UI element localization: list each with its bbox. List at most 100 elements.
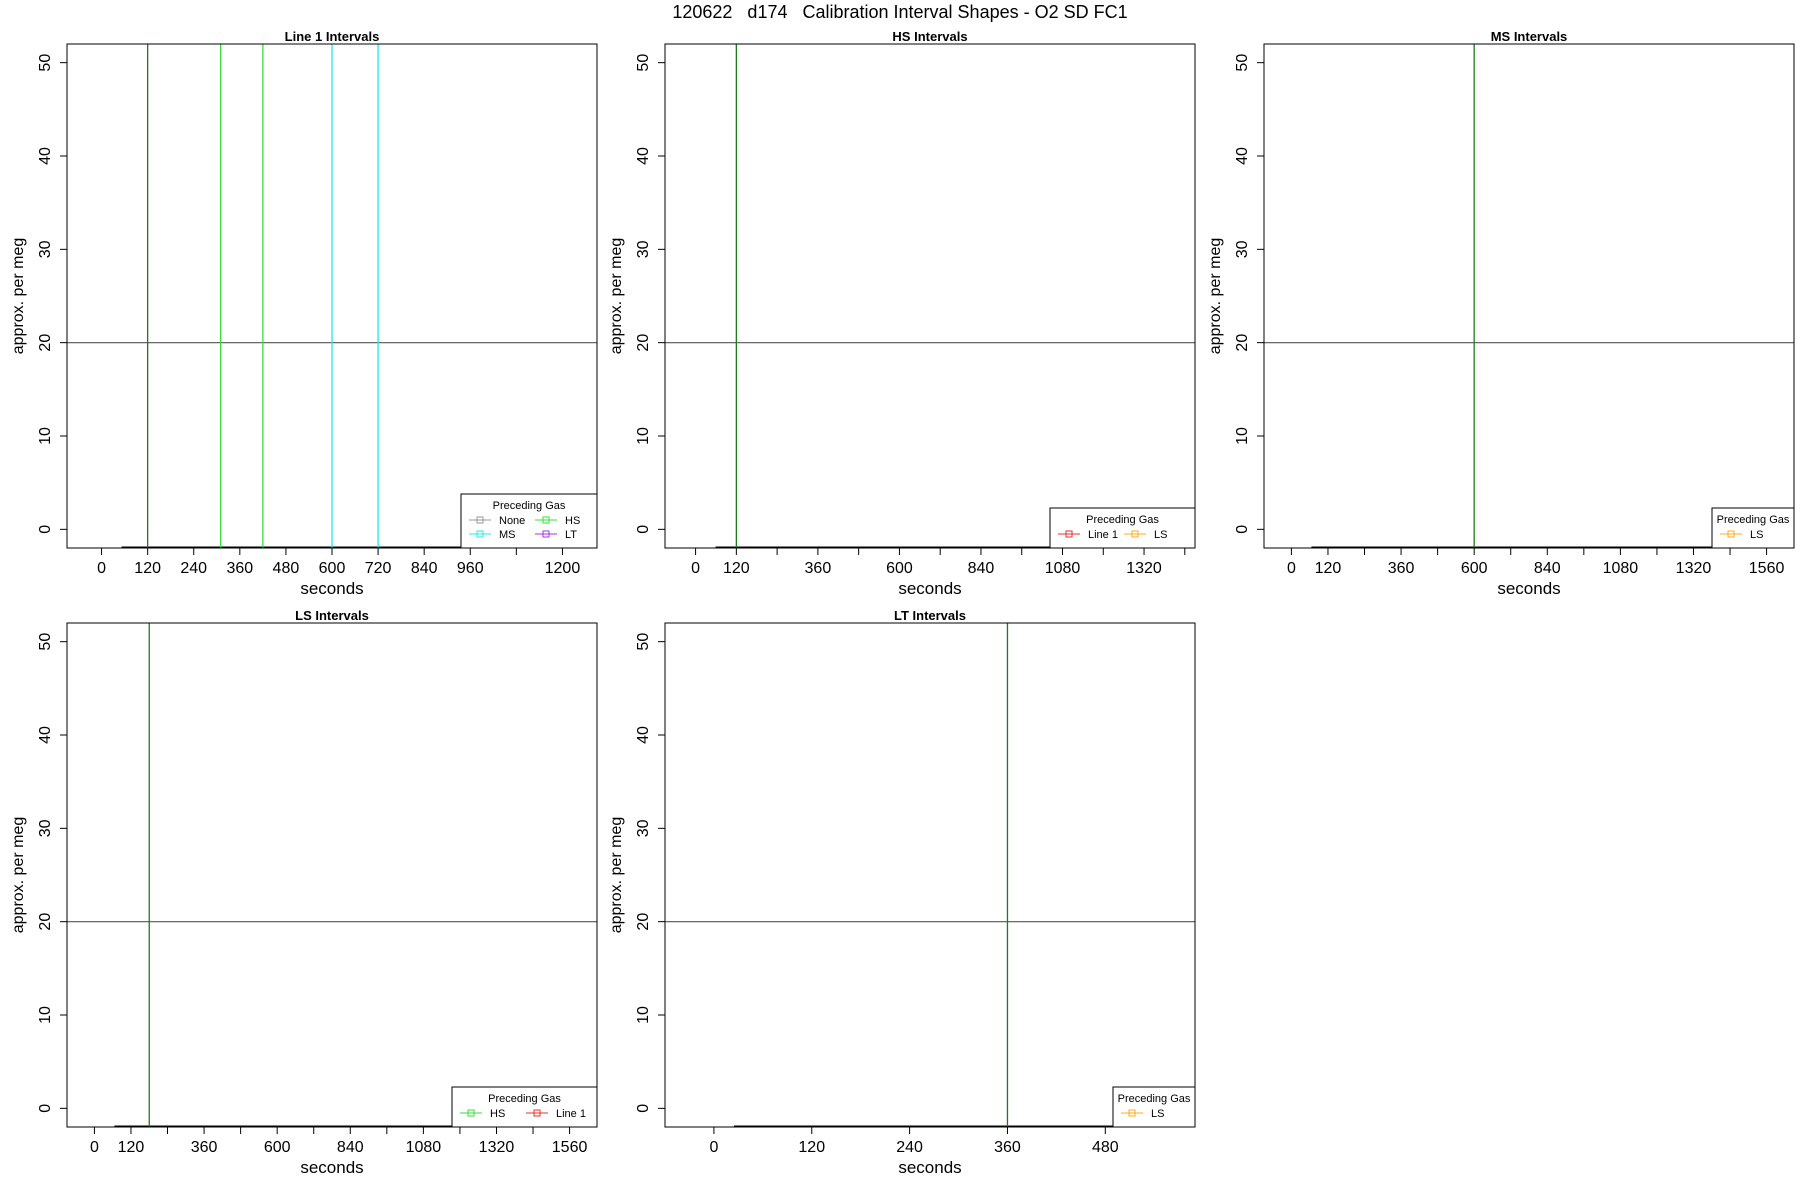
x-tick-label: 120 bbox=[118, 1139, 145, 1156]
legend-swatch-marker bbox=[1128, 1109, 1136, 1117]
x-axis-label: seconds bbox=[898, 579, 961, 598]
y-tick-label: 0 bbox=[37, 1104, 54, 1113]
legend: Preceding Gas HS Line 1 bbox=[451, 1086, 598, 1128]
x-tick-label: 1080 bbox=[1045, 560, 1081, 577]
legend-label: LS bbox=[1151, 1108, 1164, 1120]
x-axis-label: seconds bbox=[898, 1158, 961, 1177]
x-tick-label: 840 bbox=[337, 1139, 364, 1156]
x-tick-label: 1320 bbox=[479, 1139, 515, 1156]
legend-title: Preceding Gas bbox=[1086, 514, 1159, 526]
y-tick-label: 20 bbox=[635, 334, 652, 352]
y-tick-label: 20 bbox=[37, 334, 54, 352]
legend-label: LS bbox=[1750, 529, 1763, 541]
x-tick-label: 720 bbox=[365, 560, 392, 577]
legend-box bbox=[1049, 507, 1196, 549]
legend-title: Preceding Gas bbox=[493, 500, 566, 512]
x-tick-label: 1560 bbox=[552, 1139, 588, 1156]
y-tick-label: 10 bbox=[1234, 427, 1251, 445]
y-axis-label: approx. per meg bbox=[608, 817, 625, 934]
chart-panel-1: Line 1 Intervals 0 10 20 30 40 50 approx. per m… bbox=[10, 29, 598, 598]
legend-box bbox=[1711, 507, 1795, 549]
x-tick-label: 960 bbox=[457, 560, 484, 577]
y-tick-label: 50 bbox=[37, 633, 54, 651]
chart-panel-5: LT Intervals 0 10 20 30 40 50 approx. per meg 0 1… bbox=[608, 608, 1196, 1177]
x-tick-label: 600 bbox=[319, 560, 346, 577]
x-tick-label: 600 bbox=[886, 560, 913, 577]
legend-title: Preceding Gas bbox=[488, 1093, 561, 1105]
x-tick-label: 1080 bbox=[1603, 560, 1639, 577]
x-tick-label: 480 bbox=[1092, 1139, 1119, 1156]
y-tick-label: 40 bbox=[635, 147, 652, 165]
y-tick-label: 0 bbox=[37, 525, 54, 534]
chart-panel-2: HS Intervals 0 10 20 30 40 50 approx. per meg 0 1… bbox=[608, 29, 1196, 598]
y-tick-label: 40 bbox=[1234, 147, 1251, 165]
legend: Preceding Gas Line 1 LS bbox=[1049, 507, 1196, 549]
legend-label: MS bbox=[499, 529, 516, 541]
legend-title: Preceding Gas bbox=[1118, 1093, 1191, 1105]
plot-frame bbox=[66, 622, 598, 1128]
y-tick-label: 10 bbox=[635, 1006, 652, 1024]
y-tick-label: 40 bbox=[37, 147, 54, 165]
chart-panel-4: LS Intervals 0 10 20 30 40 50 approx. per meg 0 1… bbox=[10, 608, 598, 1177]
x-tick-label: 600 bbox=[1461, 560, 1488, 577]
x-tick-label: 1320 bbox=[1126, 560, 1162, 577]
y-tick-label: 50 bbox=[635, 633, 652, 651]
panel-title: LT Intervals bbox=[894, 608, 966, 623]
y-tick-label: 10 bbox=[37, 427, 54, 445]
legend-swatch-marker bbox=[542, 530, 550, 538]
plot-frame bbox=[664, 43, 1196, 549]
legend-swatch-marker bbox=[467, 1109, 475, 1117]
x-tick-label: 360 bbox=[191, 1139, 218, 1156]
legend-swatch-marker bbox=[533, 1109, 541, 1117]
y-tick-label: 30 bbox=[635, 240, 652, 258]
x-tick-label: 0 bbox=[1287, 560, 1296, 577]
y-axis-label: approx. per meg bbox=[10, 817, 27, 934]
legend-label: LT bbox=[565, 529, 577, 541]
y-tick-label: 10 bbox=[37, 1006, 54, 1024]
y-axis-label: approx. per meg bbox=[1207, 238, 1224, 355]
legend-title: Preceding Gas bbox=[1717, 514, 1790, 526]
x-tick-label: 0 bbox=[691, 560, 700, 577]
legend-label: LS bbox=[1154, 529, 1167, 541]
x-axis-label: seconds bbox=[1497, 579, 1560, 598]
x-tick-label: 0 bbox=[97, 560, 106, 577]
x-tick-label: 360 bbox=[994, 1139, 1021, 1156]
legend-swatch-marker bbox=[1065, 530, 1073, 538]
legend-swatch-marker bbox=[476, 530, 484, 538]
panel-title: HS Intervals bbox=[892, 29, 967, 44]
y-tick-label: 0 bbox=[635, 525, 652, 534]
plot-frame bbox=[1263, 43, 1795, 549]
x-tick-label: 840 bbox=[1534, 560, 1561, 577]
y-tick-label: 30 bbox=[1234, 240, 1251, 258]
legend-box bbox=[1112, 1086, 1196, 1128]
y-tick-label: 30 bbox=[635, 819, 652, 837]
y-axis-label: approx. per meg bbox=[10, 238, 27, 355]
y-tick-label: 0 bbox=[1234, 525, 1251, 534]
y-tick-label: 40 bbox=[37, 726, 54, 744]
x-tick-label: 1320 bbox=[1676, 560, 1712, 577]
x-tick-label: 240 bbox=[896, 1139, 923, 1156]
legend: Preceding Gas None HS MS LT bbox=[460, 493, 598, 549]
x-tick-label: 480 bbox=[273, 560, 300, 577]
legend-swatch-marker bbox=[476, 516, 484, 524]
legend-label: Line 1 bbox=[556, 1108, 586, 1120]
x-tick-label: 120 bbox=[723, 560, 750, 577]
legend-label: HS bbox=[565, 515, 580, 527]
y-tick-label: 10 bbox=[635, 427, 652, 445]
legend-label: HS bbox=[490, 1108, 505, 1120]
y-tick-label: 20 bbox=[1234, 334, 1251, 352]
x-tick-label: 1080 bbox=[406, 1139, 442, 1156]
legend-box bbox=[451, 1086, 598, 1128]
plot-frame bbox=[664, 622, 1196, 1128]
y-tick-label: 50 bbox=[1234, 54, 1251, 72]
y-tick-label: 30 bbox=[37, 240, 54, 258]
y-tick-label: 40 bbox=[635, 726, 652, 744]
legend-label: Line 1 bbox=[1088, 529, 1118, 541]
x-axis-label: seconds bbox=[300, 1158, 363, 1177]
figure-title: 120622 d174 Calibration Interval Shapes … bbox=[672, 2, 1128, 22]
legend-swatch-marker bbox=[1131, 530, 1139, 538]
x-tick-label: 120 bbox=[1315, 560, 1342, 577]
y-tick-label: 30 bbox=[37, 819, 54, 837]
x-tick-label: 120 bbox=[134, 560, 161, 577]
